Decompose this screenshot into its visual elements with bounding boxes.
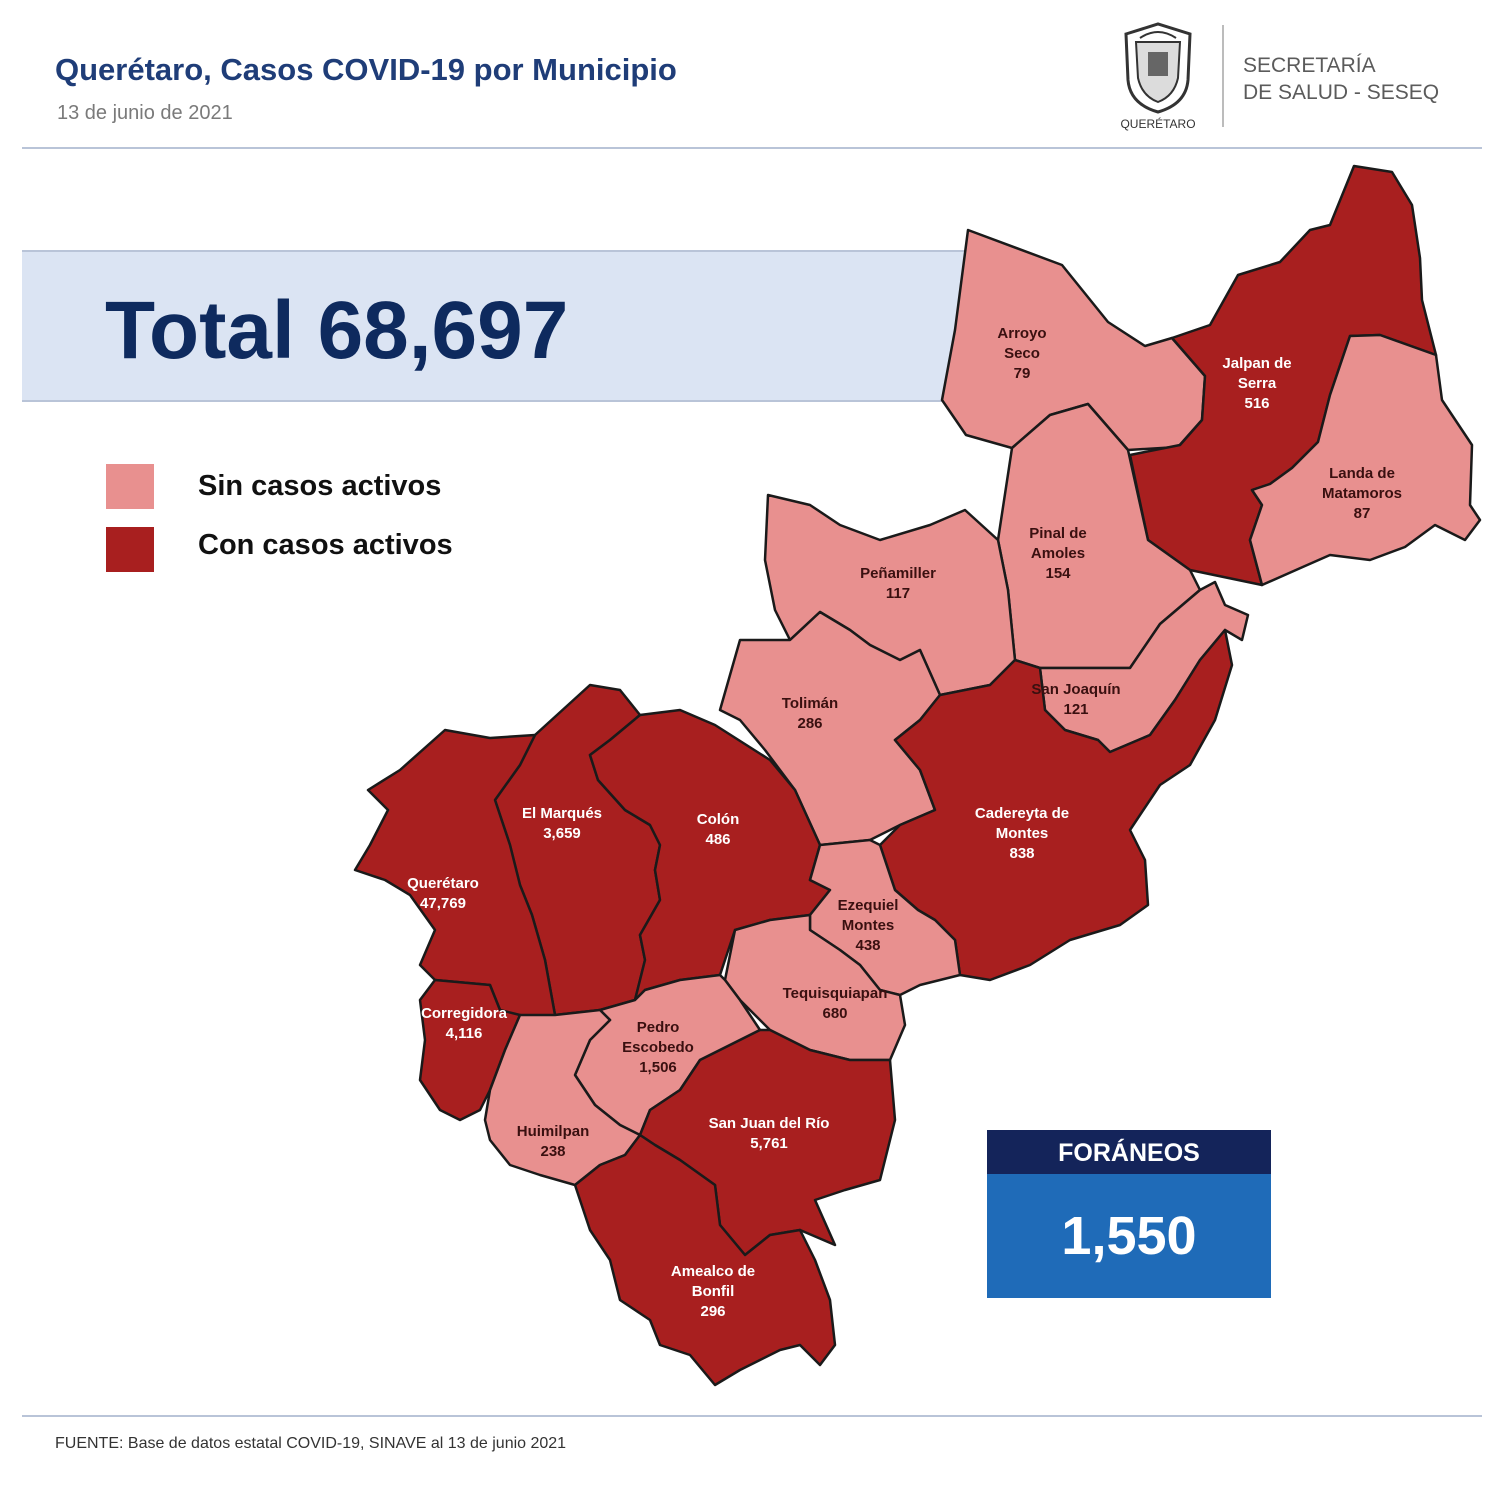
header-rule [22,147,1482,149]
label-arroyo-seco-name1: Arroyo [997,325,1046,342]
label-toliman-cases: 286 [797,715,822,732]
agency-line-1: SECRETARÍA [1243,54,1376,77]
legend-swatch-con-casos [106,527,154,572]
label-huimilpan-name1: Huimilpan [517,1123,590,1140]
region-corregidora[interactable] [418,978,522,1122]
label-amealco-name2: Bonfil [692,1283,735,1300]
label-pedro-escobedo-name1: Pedro [637,1019,680,1036]
label-pinal-cases: 154 [1045,565,1071,582]
queretaro-coat-of-arms-logo: QUERÉTARO [1108,20,1208,132]
label-pinal-name1: Pinal de [1029,525,1087,542]
region-arroyo-seco[interactable] [940,228,1207,452]
label-san-joaquin-cases: 121 [1063,701,1088,718]
foraneos-label: FORÁNEOS [987,1130,1271,1174]
total-band [22,250,1022,402]
label-ezequiel-name1: Ezequiel [838,897,899,914]
total-cases: Total 68,697 [105,285,569,376]
footer-rule [22,1415,1482,1417]
region-amealco[interactable] [573,1133,837,1387]
region-cadereyta[interactable] [878,628,1234,982]
label-cadereyta-name1: Cadereyta de [975,805,1069,822]
region-tequisquiapan[interactable] [723,913,907,1062]
label-amealco-cases: 296 [700,1303,725,1320]
foraneos-value: 1,550 [987,1174,1271,1298]
legend-swatch-sin-casos [106,464,154,509]
page-title: Querétaro, Casos COVID-19 por Municipio [55,52,677,87]
label-el-marques-name1: El Marqués [522,805,602,822]
label-penamiller-cases: 117 [886,585,910,602]
label-queretaro-name1: Querétaro [407,875,479,892]
label-queretaro-cases: 47,769 [420,895,466,912]
legend-label-con-casos: Con casos activos [198,529,453,561]
label-pinal-name2: Amoles [1031,545,1085,562]
label-amealco-name1: Amealco de [671,1263,755,1280]
label-tequisquiapan-name1: Tequisquiapan [783,985,888,1002]
label-jalpan-name2: Serra [1238,375,1277,392]
label-tequisquiapan-cases: 680 [822,1005,847,1022]
label-san-juan-cases: 5,761 [750,1135,788,1152]
label-pedro-escobedo-name2: Escobedo [622,1039,694,1056]
label-landa-name2: Matamoros [1322,485,1402,502]
label-cadereyta-name2: Montes [996,825,1049,842]
label-jalpan-name1: Jalpan de [1222,355,1291,372]
label-arroyo-seco-name2: Seco [1004,345,1040,362]
label-arroyo-seco-cases: 79 [1014,365,1031,382]
label-toliman-name1: Tolimán [782,695,838,712]
label-jalpan-cases: 516 [1244,395,1269,412]
region-landa[interactable] [1248,333,1482,587]
source-note: FUENTE: Base de datos estatal COVID-19, … [55,1435,567,1452]
region-ezequiel[interactable] [808,838,962,997]
label-colon-name1: Colón [697,811,740,828]
agency-name: SECRETARÍA DE SALUD - SESEQ [1243,52,1439,106]
label-ezequiel-name2: Montes [842,917,895,934]
report-date: 13 de junio de 2021 [57,102,233,124]
label-landa-name1: Landa de [1329,465,1395,482]
label-pedro-escobedo-cases: 1,506 [639,1059,677,1076]
label-huimilpan-cases: 238 [540,1143,565,1160]
legend-label-sin-casos: Sin casos activos [198,470,442,502]
label-cadereyta-cases: 838 [1009,845,1034,862]
agency-line-2: DE SALUD - SESEQ [1243,81,1440,104]
logo-caption: QUERÉTARO [1120,116,1195,131]
municipality-labels: Arroyo Seco 79 Jalpan de Serra 516 Landa de Mat… [407,325,1402,1320]
header-divider [1222,25,1224,127]
label-ezequiel-cases: 438 [855,937,880,954]
label-corregidora-name1: Corregidora [421,1005,508,1022]
label-corregidora-cases: 4,116 [446,1025,483,1042]
label-el-marques-cases: 3,659 [543,825,581,842]
label-san-juan-name1: San Juan del Río [709,1115,830,1132]
label-san-joaquin-name1: San Joaquín [1031,681,1120,698]
label-landa-cases: 87 [1354,505,1371,522]
label-penamiller-name1: Peñamiller [860,565,936,582]
label-colon-cases: 486 [705,831,730,848]
